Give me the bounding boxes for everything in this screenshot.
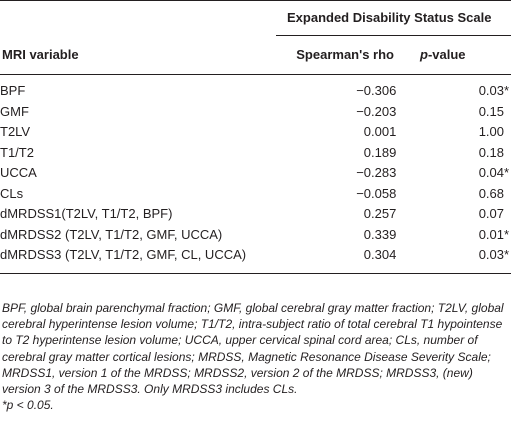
cell-variable: T2LV xyxy=(0,124,31,139)
p-value: 0.01 xyxy=(478,226,504,242)
cell-variable: GMF xyxy=(0,103,29,119)
group-header: Expanded Disability Status Scale xyxy=(287,10,492,25)
p-value: 0.03 xyxy=(478,247,504,262)
cell-p-value: 0.07 xyxy=(396,204,511,225)
table-row: BPF −0.306 0.03* xyxy=(0,81,511,102)
cell-rho: −0.306 xyxy=(356,83,397,98)
cell-p-value: 0.15 xyxy=(396,102,511,123)
col-header-p: p-value xyxy=(420,46,466,64)
significance-marker: * xyxy=(504,165,510,180)
cell-rho: 0.257 xyxy=(363,206,397,221)
p-value: 0.03 xyxy=(478,83,504,98)
cell-variable: dMRDSS3 (T2LV, T1/T2, GMF, CL, UCCA) xyxy=(0,247,247,262)
p-value: 0.18 xyxy=(478,144,504,160)
table-row: T2LV 0.001 1.00 xyxy=(0,122,511,143)
cell-rho: −0.283 xyxy=(356,165,397,180)
cell-rho: 0.001 xyxy=(363,124,397,139)
table-body: BPF −0.306 0.03* GMF −0.203 0.15 T2LV 0.001 1.00… xyxy=(0,81,511,266)
cell-p-value: 0.04* xyxy=(396,163,511,184)
table-row: UCCA −0.283 0.04* xyxy=(0,163,511,184)
p-value: 1.00 xyxy=(478,124,504,139)
table-row: GMF −0.203 0.15 xyxy=(0,102,511,123)
cell-rho: −0.203 xyxy=(356,103,397,119)
cell-rho: 0.339 xyxy=(363,226,397,242)
cell-variable: CLs xyxy=(0,185,24,201)
footnote-significance: *p < 0.05. xyxy=(2,398,54,413)
col-header-rho: Spearman's rho xyxy=(296,47,394,62)
table-row: dMRDSS3 (T2LV, T1/T2, GMF, CL, UCCA) 0.30… xyxy=(0,245,511,266)
header-rule xyxy=(0,74,511,75)
table-row: dMRDSS1(T2LV, T1/T2, BPF) 0.257 0.07 xyxy=(0,204,511,225)
col-header-variable: MRI variable xyxy=(2,47,79,62)
cell-rho: 0.304 xyxy=(363,247,397,262)
significance-marker: * xyxy=(504,247,510,262)
cell-p-value: 0.03* xyxy=(396,245,511,266)
cell-p-value: 0.68 xyxy=(396,184,511,205)
col-header-p-suffix: -value xyxy=(427,47,466,62)
footnote: BPF, global brain parenchymal fraction; … xyxy=(2,300,509,413)
group-header-underline xyxy=(276,35,511,36)
col-header-p-prefix: p xyxy=(420,47,428,62)
cell-p-value: 0.18 xyxy=(396,143,511,164)
significance-marker: * xyxy=(504,83,510,98)
bottom-rule xyxy=(0,273,511,274)
p-value: 0.04 xyxy=(478,165,504,180)
p-value: 0.68 xyxy=(478,185,504,201)
p-value: 0.15 xyxy=(478,103,504,119)
table-row: CLs −0.058 0.68 xyxy=(0,184,511,205)
top-rule xyxy=(0,0,511,1)
cell-variable: UCCA xyxy=(0,165,37,180)
significance-marker: * xyxy=(504,226,510,242)
table-row: T1/T2 0.189 0.18 xyxy=(0,143,511,164)
cell-p-value: 0.03* xyxy=(396,81,511,102)
cell-p-value: 1.00 xyxy=(396,122,511,143)
cell-variable: BPF xyxy=(0,83,26,98)
cell-rho: 0.189 xyxy=(363,144,397,160)
data-table: BPF −0.306 0.03* GMF −0.203 0.15 T2LV 0.001 1.00… xyxy=(0,81,511,266)
cell-rho: −0.058 xyxy=(356,185,397,201)
table-row: dMRDSS2 (T2LV, T1/T2, GMF, UCCA) 0.339 0.0… xyxy=(0,225,511,246)
cell-p-value: 0.01* xyxy=(396,225,511,246)
cell-variable: dMRDSS1(T2LV, T1/T2, BPF) xyxy=(0,206,173,221)
cell-variable: T1/T2 xyxy=(0,144,34,160)
cell-variable: dMRDSS2 (T2LV, T1/T2, GMF, UCCA) xyxy=(0,226,223,242)
p-value: 0.07 xyxy=(478,206,504,221)
footnote-abbreviations: BPF, global brain parenchymal fraction; … xyxy=(2,301,504,397)
